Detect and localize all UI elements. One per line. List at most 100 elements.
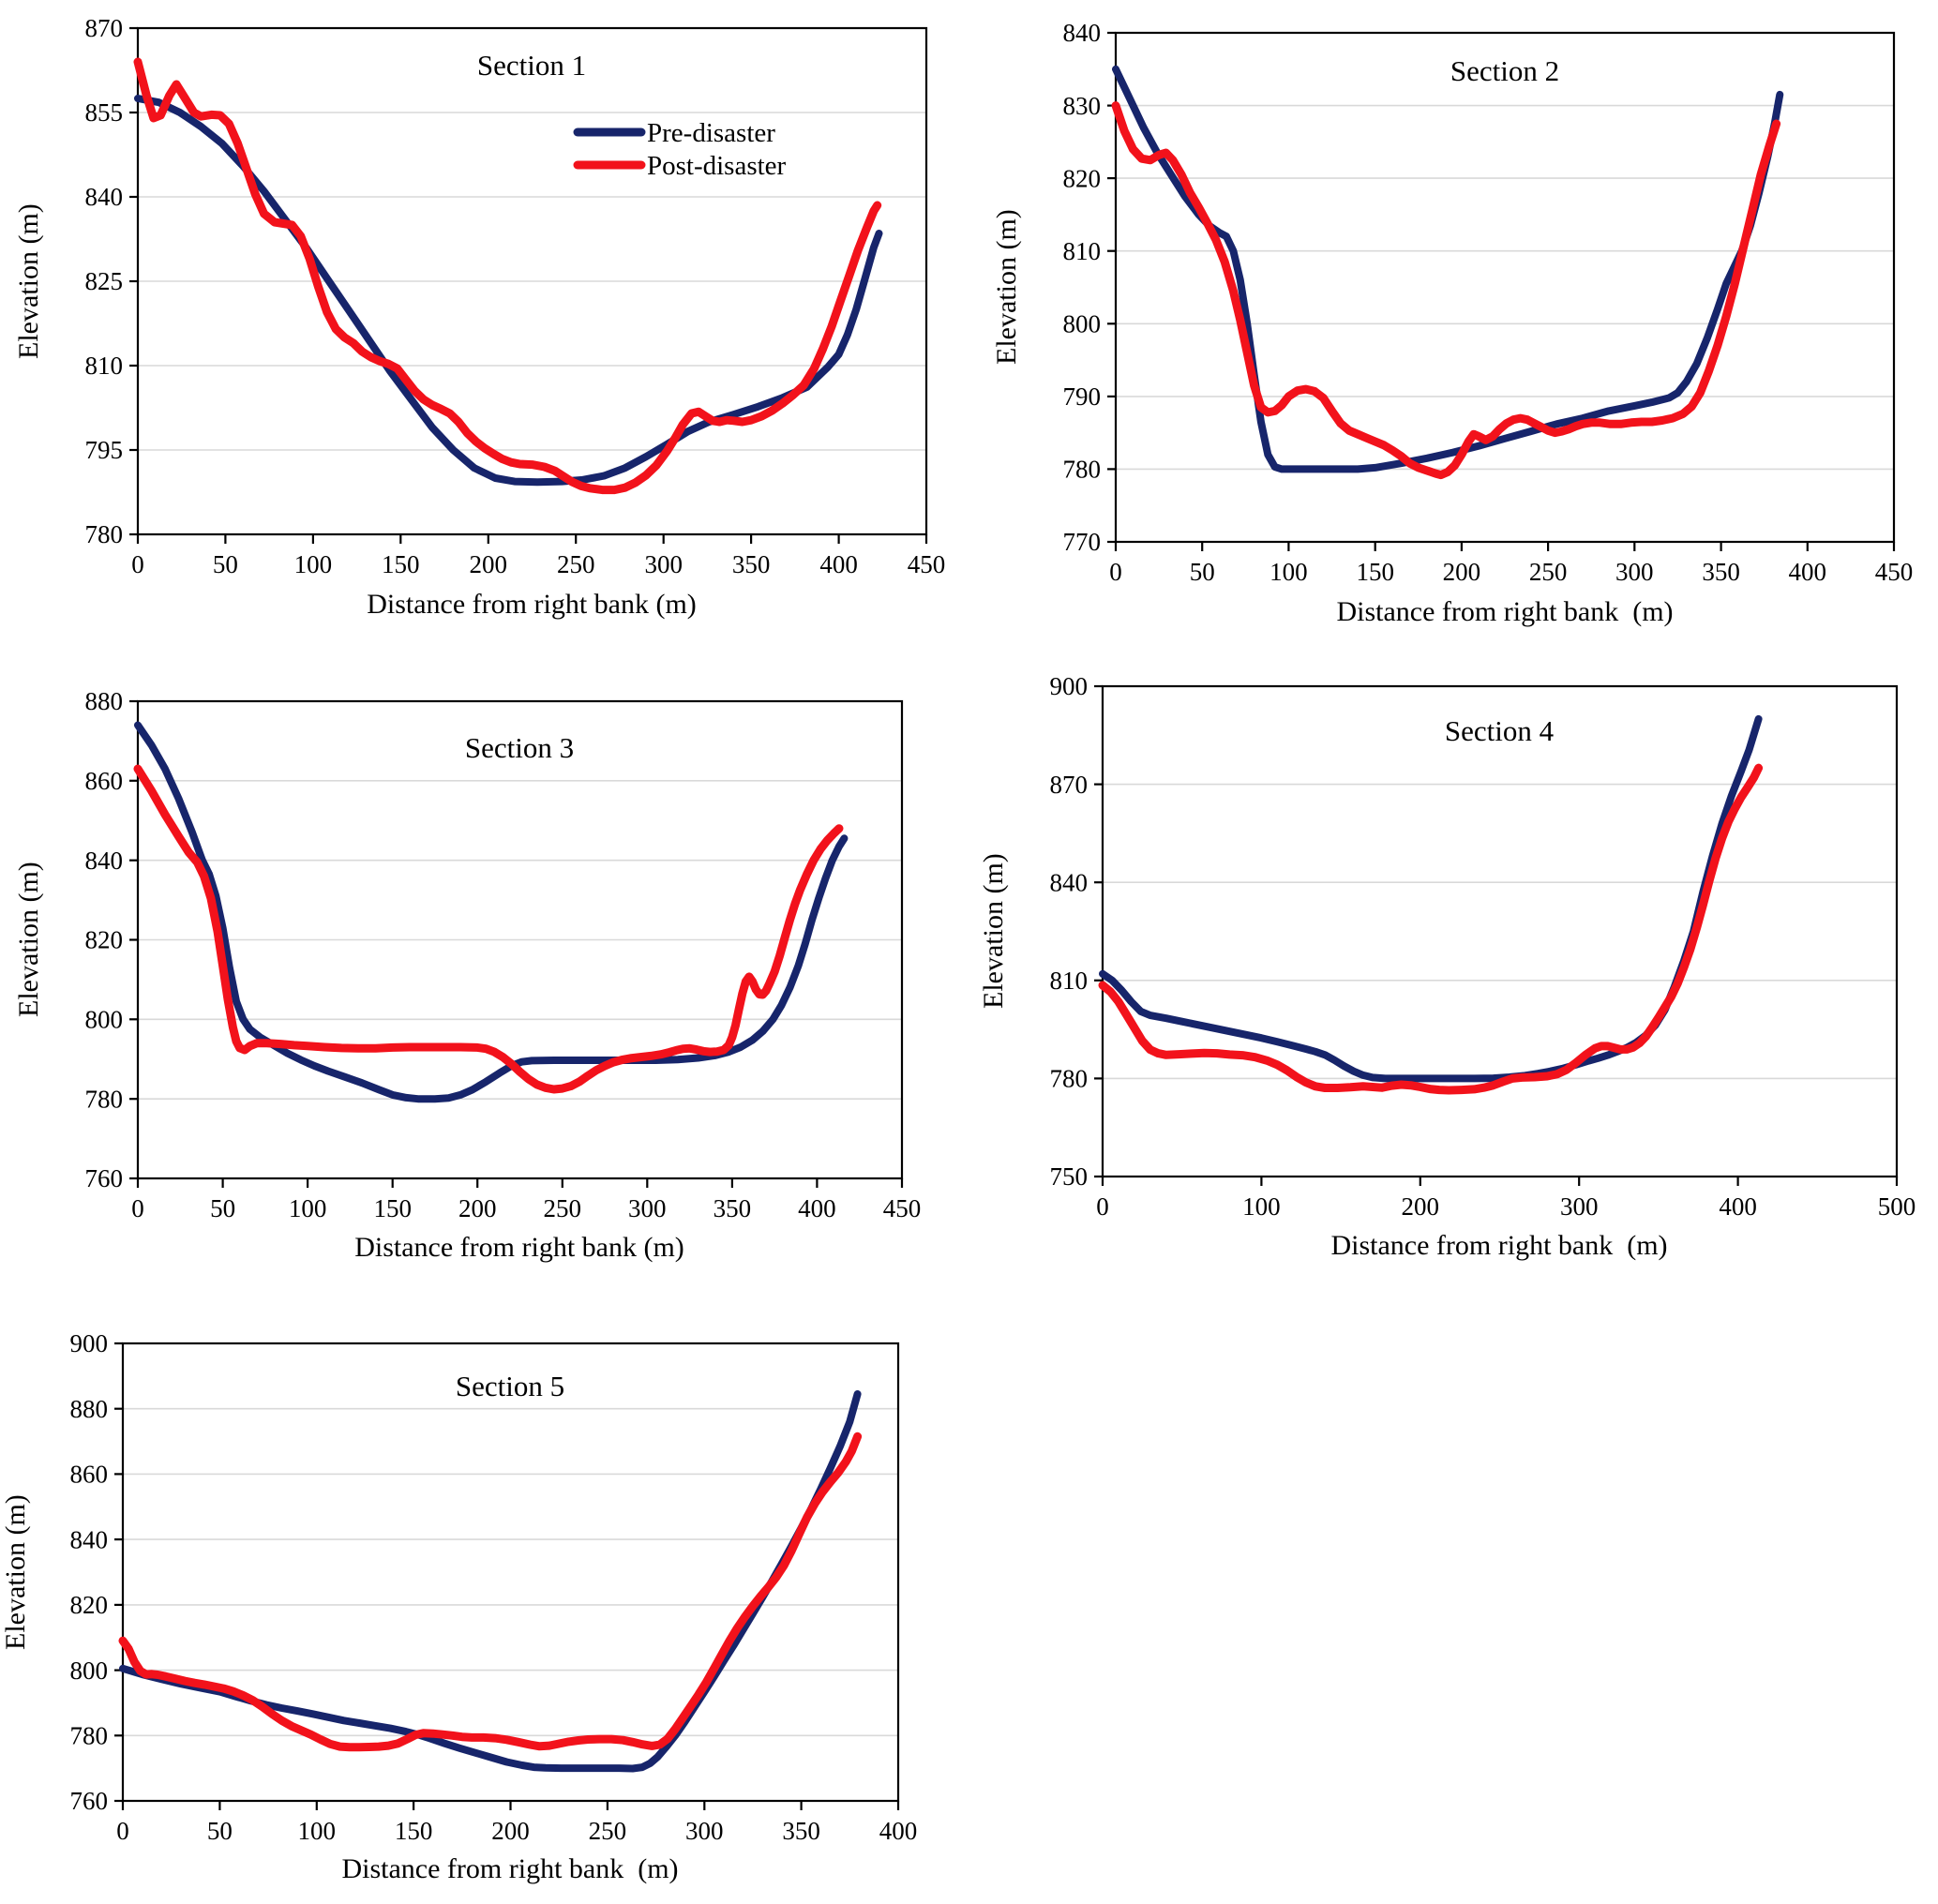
y-axis-title: Elevation (m) <box>991 209 1022 366</box>
x-tick-label: 100 <box>298 1817 337 1845</box>
series-post-disaster <box>1111 101 1781 480</box>
x-tick-label: 0 <box>1109 558 1122 586</box>
x-axis-title: Distance from right bank (m) <box>354 1232 684 1263</box>
y-tick-label: 860 <box>70 1461 109 1489</box>
y-tick-label: 840 <box>85 847 124 875</box>
x-tick-label: 200 <box>1402 1192 1440 1221</box>
plot-border <box>136 699 904 1180</box>
x-tick-label: 150 <box>1356 558 1394 586</box>
chart-title: Section 2 <box>1450 54 1560 87</box>
chart-section-3: 760 780 800 820 840 860 880 0 50 100 150 200 250 300 3… <box>0 673 949 1297</box>
x-tick-label: 300 <box>1615 558 1654 586</box>
series-post-disaster <box>118 1432 863 1752</box>
x-tick-label: 300 <box>628 1194 667 1222</box>
chart-title: Section 5 <box>455 1370 565 1402</box>
y-tick-label: 780 <box>1063 456 1102 484</box>
x-axis-title: Distance from right bank (m) <box>1336 596 1674 627</box>
x-tick-label: 450 <box>1875 558 1914 586</box>
y-tick-label: 760 <box>85 1164 124 1192</box>
y-tick-label: 780 <box>1050 1065 1089 1093</box>
x-tick-label: 400 <box>1789 558 1827 586</box>
x-tick-label: 350 <box>714 1194 752 1222</box>
chart-section-2: 770 780 790 800 810 820 830 840 0 50 100 150 200 250 3… <box>978 0 1938 656</box>
x-tick-label: 0 <box>131 1194 144 1222</box>
x-tick-label: 250 <box>1529 558 1568 586</box>
series-post-disaster <box>133 764 844 1094</box>
x-tick-label: 250 <box>544 1194 582 1222</box>
plot-area-section-1: 780 795 810 825 840 855 870 0 50 100 150 200 250 300 3… <box>85 14 946 578</box>
y-axis-title: Elevation (m) <box>13 862 44 1018</box>
series-post-disaster <box>133 57 882 495</box>
y-tick-label: 825 <box>85 267 124 295</box>
chart-section-5: 760 780 800 820 840 860 880 900 0 50 100 150 200 250 3… <box>0 1315 949 1904</box>
series-pre-disaster <box>119 1390 862 1773</box>
y-tick-label: 810 <box>85 352 124 380</box>
y-tick-label: 760 <box>70 1787 109 1815</box>
x-tick-label: 200 <box>1443 558 1481 586</box>
x-axis-title: Distance from right bank (m) <box>341 1853 679 1884</box>
x-tick-label: 400 <box>798 1194 836 1222</box>
chart-section-1: 780 795 810 825 840 855 870 0 50 100 150 200 250 300 3… <box>0 0 975 656</box>
chart-title: Section 4 <box>1444 714 1555 747</box>
chart-title: Section 3 <box>464 731 575 764</box>
y-tick-label: 820 <box>70 1591 109 1619</box>
x-tick-label: 450 <box>908 550 946 578</box>
x-tick-label: 300 <box>1560 1192 1599 1221</box>
y-tick-label: 860 <box>85 767 124 795</box>
x-tick-label: 50 <box>1190 558 1215 586</box>
plot-area-section-2: 770 780 790 800 810 820 830 840 0 50 100 150 200 250 3… <box>1063 19 1914 586</box>
plot-area-section-3: 760 780 800 820 840 860 880 0 50 100 150 200 250 300 3… <box>85 687 922 1222</box>
x-tick-label: 500 <box>1878 1192 1916 1221</box>
y-tick-label: 900 <box>1050 672 1089 700</box>
chart-section-4: 750 780 810 840 870 900 0 100 200 300 400 500 Secti… <box>978 669 1938 1296</box>
y-axis-title: Elevation (m) <box>0 1494 31 1650</box>
y-tick-label: 790 <box>1063 382 1102 411</box>
x-tick-label: 200 <box>470 550 508 578</box>
y-tick-label: 770 <box>1063 528 1102 556</box>
x-tick-label: 300 <box>685 1817 724 1845</box>
chart-title: Section 1 <box>476 49 587 82</box>
y-tick-label: 840 <box>1063 19 1102 47</box>
x-tick-label: 350 <box>782 1817 820 1845</box>
series-pre-disaster <box>1112 65 1784 473</box>
x-tick-label: 50 <box>207 1817 233 1845</box>
y-tick-label: 800 <box>1063 309 1102 337</box>
series-pre-disaster <box>1099 714 1763 1083</box>
y-tick-label: 870 <box>1050 771 1089 799</box>
plot-area-section-4: 750 780 810 840 870 900 0 100 200 300 400 500 <box>1050 672 1916 1221</box>
x-tick-label: 50 <box>210 1194 235 1222</box>
x-tick-label: 100 <box>289 1194 327 1222</box>
x-tick-label: 150 <box>395 1817 433 1845</box>
plot-border <box>136 26 928 536</box>
y-tick-label: 880 <box>85 687 124 715</box>
y-tick-label: 880 <box>70 1395 109 1423</box>
y-tick-label: 750 <box>1050 1162 1089 1191</box>
y-tick-label: 855 <box>85 98 124 127</box>
y-tick-label: 800 <box>85 1005 124 1033</box>
y-tick-label: 780 <box>85 520 124 548</box>
series-pre-disaster <box>134 95 883 487</box>
x-tick-label: 450 <box>883 1194 922 1222</box>
y-tick-label: 780 <box>85 1085 124 1113</box>
x-tick-label: 100 <box>1242 1192 1281 1221</box>
y-tick-label: 840 <box>85 183 124 211</box>
x-tick-label: 100 <box>1269 558 1308 586</box>
plot-border <box>1114 31 1896 544</box>
y-tick-label: 840 <box>70 1525 109 1553</box>
series-pre-disaster <box>134 721 849 1103</box>
x-tick-label: 400 <box>1719 1192 1757 1221</box>
x-tick-label: 0 <box>1096 1192 1109 1221</box>
y-tick-label: 870 <box>85 14 124 42</box>
x-tick-label: 0 <box>116 1817 129 1845</box>
series-post-disaster <box>1098 763 1764 1095</box>
legend-label-post-disaster: Post-disaster <box>647 151 787 181</box>
x-tick-label: 250 <box>589 1817 627 1845</box>
y-tick-label: 780 <box>70 1721 109 1749</box>
y-tick-label: 795 <box>85 436 124 464</box>
y-tick-label: 820 <box>1063 164 1102 192</box>
x-tick-label: 400 <box>879 1817 918 1845</box>
x-tick-label: 200 <box>458 1194 497 1222</box>
x-tick-label: 400 <box>819 550 858 578</box>
x-tick-label: 200 <box>491 1817 530 1845</box>
